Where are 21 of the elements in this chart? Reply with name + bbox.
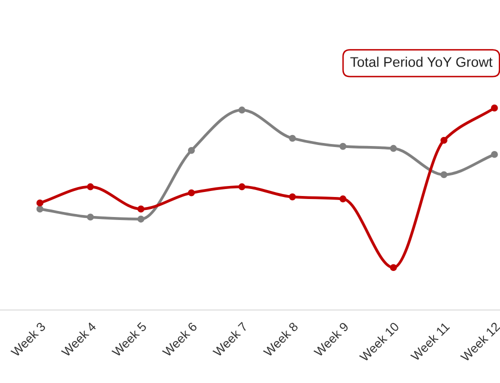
- point: [188, 146, 195, 154]
- point: [339, 142, 346, 150]
- point: [137, 206, 144, 212]
- point: [36, 199, 44, 206]
- point: [490, 104, 498, 112]
- point: [339, 195, 346, 202]
- point: [288, 193, 296, 200]
- text: Total Period YoY Growt: [350, 56, 492, 67]
- point: [288, 134, 296, 142]
- point: [238, 106, 246, 114]
- point: [86, 214, 94, 221]
- point: [188, 189, 195, 196]
- point: [238, 183, 246, 190]
- point: [440, 136, 448, 144]
- point: [440, 171, 448, 178]
- point: [36, 206, 44, 212]
- point: [390, 264, 397, 272]
- point: [390, 144, 397, 152]
- point: [490, 150, 498, 158]
- point: [137, 216, 144, 223]
- point: [86, 183, 94, 190]
